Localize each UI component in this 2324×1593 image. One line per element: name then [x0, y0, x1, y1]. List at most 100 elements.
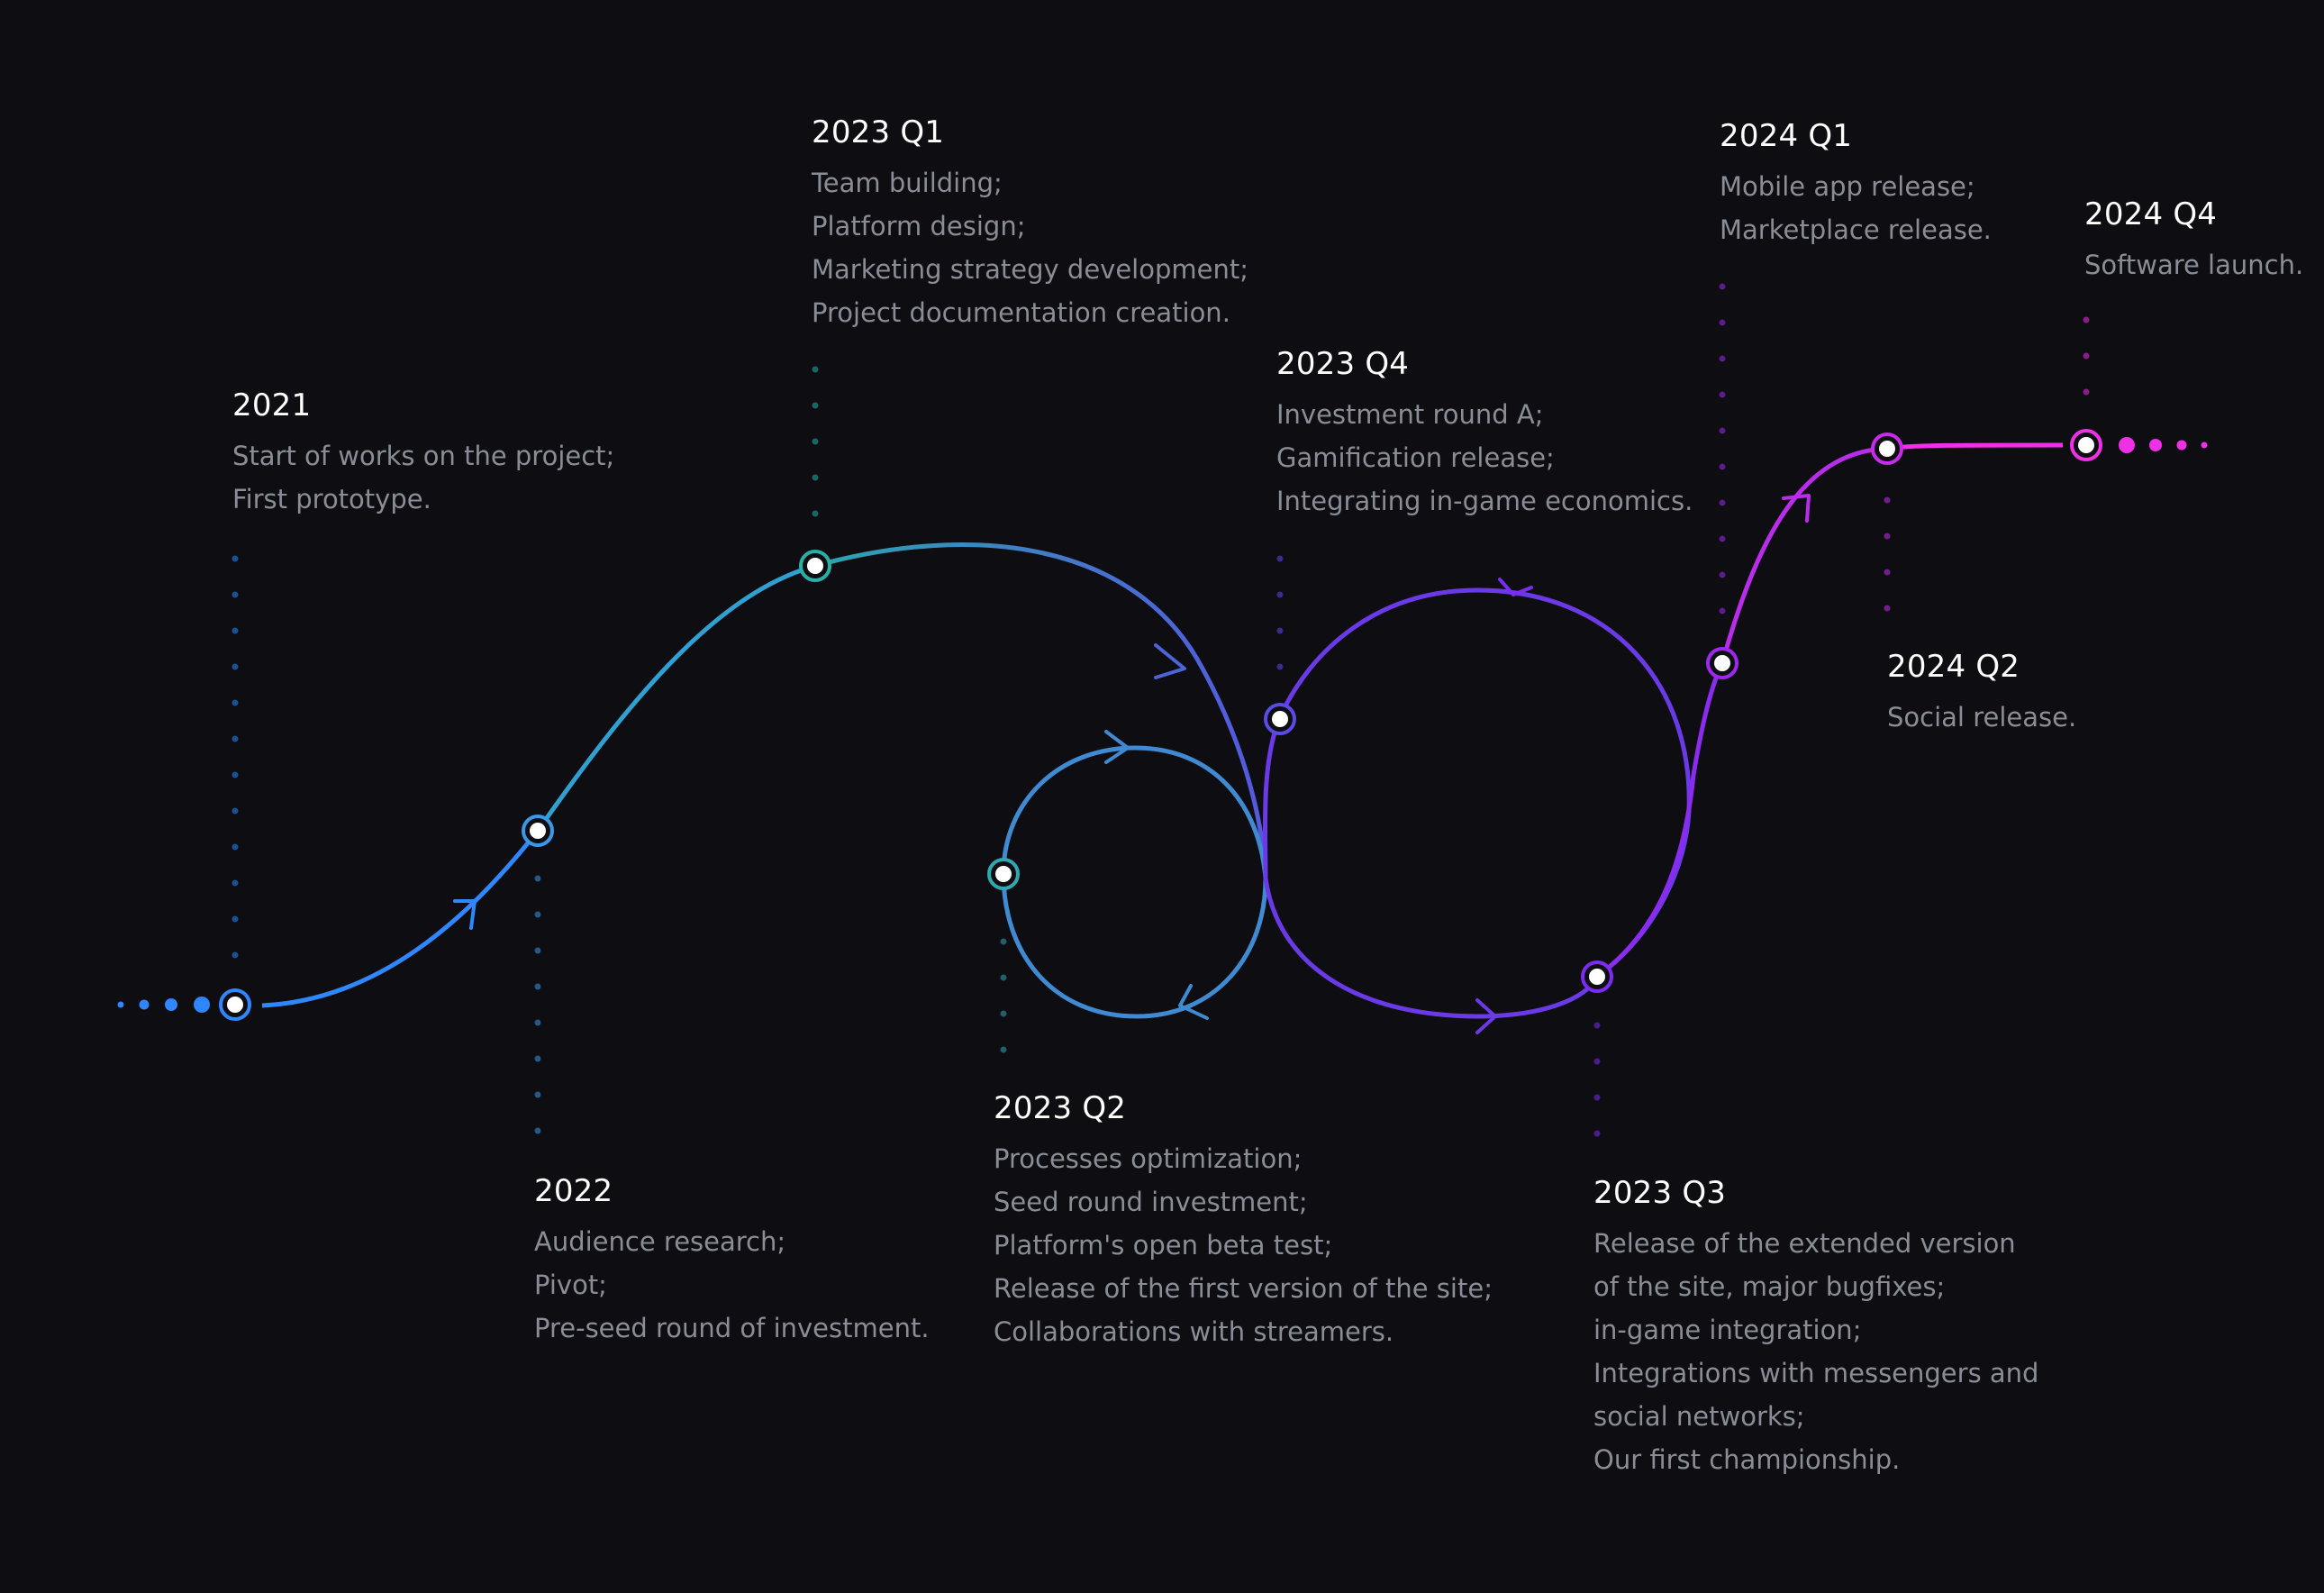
milestone-item: Platform design;: [812, 211, 1026, 241]
connector-dot: [231, 807, 239, 815]
leading-dots: [117, 997, 210, 1013]
milestone-item: Social release.: [1887, 702, 2077, 733]
connector-dot: [1593, 1058, 1601, 1065]
timeline-segment-2022-q1: [535, 563, 816, 833]
connector-dot: [231, 699, 239, 706]
connector-dot: [534, 1091, 541, 1098]
arrow-chevron-6: [1475, 998, 1497, 1034]
milestone-item: Processes optimization;: [994, 1143, 1303, 1174]
timeline-large-loop: [1262, 587, 1692, 1019]
connector-dot: [1000, 1046, 1007, 1053]
timeline-segment-q3-q1: [1595, 661, 1725, 979]
milestone-item: Team building;: [812, 168, 1003, 198]
milestone-title: 2023 Q1: [812, 114, 945, 150]
milestone-item: Gamification release;: [1276, 442, 1555, 473]
milestone-items: Investment round A; Gamification release…: [1276, 393, 1693, 523]
milestone-item: Integrating in-game economics.: [1276, 486, 1693, 516]
milestone-2023-q1: 2023 Q1 Team building; Platform design; …: [812, 114, 1248, 334]
milestone-node: [987, 858, 1020, 890]
connector-dot: [812, 438, 819, 445]
milestone-item: Investment round A;: [1276, 399, 1544, 430]
milestone-item: Pivot;: [534, 1270, 607, 1300]
arrow-chevron-7: [1782, 494, 1811, 523]
milestone-item: Marketing strategy development;: [812, 254, 1248, 285]
connector-dot: [1000, 938, 1007, 945]
milestone-node: [219, 988, 251, 1021]
timeline-small-loop: [1001, 745, 1268, 1019]
milestone-title: 2023 Q4: [1276, 346, 1410, 382]
connector-dot: [1276, 591, 1284, 598]
connector-dot: [534, 1127, 541, 1134]
milestone-node: [1871, 432, 1903, 465]
node-core: [995, 866, 1012, 882]
milestone-title: 2023 Q2: [994, 1090, 1127, 1126]
milestone-items: Audience research; Pivot; Pre-seed round…: [534, 1220, 930, 1350]
milestone-node: [522, 815, 554, 847]
connector-dot: [1719, 499, 1726, 506]
milestone-item: Audience research;: [534, 1226, 786, 1257]
connector-dot: [231, 555, 239, 562]
direction-arrows: [453, 494, 1811, 1034]
connector-dot: [1719, 283, 1726, 290]
milestone-items: Team building; Platform design; Marketin…: [812, 161, 1248, 334]
arrow-chevron-1: [453, 899, 477, 930]
connector-dot: [534, 1055, 541, 1062]
milestone-2024-q1: 2024 Q1 Mobile app release; Marketplace …: [1720, 118, 1992, 251]
arrow-chevron-2: [1154, 643, 1186, 679]
milestone-item: Integrations with messengers and: [1593, 1358, 2039, 1388]
milestone-item: Pre-seed round of investment.: [534, 1313, 930, 1343]
connector-dot: [812, 402, 819, 409]
connector-dot: [1719, 319, 1726, 326]
milestone-items: Mobile app release; Marketplace release.: [1720, 165, 1992, 251]
milestone-item: Our first championship.: [1593, 1444, 1901, 1475]
connector-dot: [1000, 974, 1007, 981]
connector-dot: [231, 915, 239, 923]
connector-dot: [534, 911, 541, 918]
connector-dot: [2083, 352, 2090, 360]
connector-dot: [812, 474, 819, 481]
connector-dot: [1884, 533, 1891, 540]
milestone-item: in-game integration;: [1593, 1315, 1862, 1345]
connector-dot: [1719, 607, 1726, 614]
connector-dot: [1000, 1010, 1007, 1017]
connector-dot: [1276, 555, 1284, 562]
connector-dot: [812, 510, 819, 517]
milestone-item: Platform's open beta test;: [994, 1230, 1333, 1261]
milestone-2024-q4: 2024 Q4 Software launch.: [2084, 196, 2303, 287]
milestone-item: Project documentation creation.: [812, 297, 1230, 328]
connector-dot: [231, 879, 239, 887]
connector-dot: [1884, 496, 1891, 504]
trailing-dots: [2119, 437, 2208, 453]
milestone-item: Collaborations with streamers.: [994, 1316, 1394, 1347]
milestone-item: First prototype.: [232, 484, 431, 514]
connector-dot: [1719, 355, 1726, 362]
milestone-item: Start of works on the project;: [232, 441, 615, 471]
node-core: [1589, 969, 1605, 985]
milestone-item: Mobile app release;: [1720, 171, 1975, 202]
connector-dot: [1719, 463, 1726, 470]
milestone-title: 2023 Q3: [1593, 1175, 1727, 1211]
connector-dot: [231, 951, 239, 959]
milestone-title: 2024 Q2: [1887, 649, 2020, 685]
connector-dot: [231, 591, 239, 598]
arrow-chevron-4: [1178, 984, 1209, 1020]
timeline-segment-q2-q4: [1886, 442, 2064, 451]
milestone-node: [2070, 429, 2102, 461]
connector-dot: [1719, 535, 1726, 542]
milestone-items: Processes optimization; Seed round inves…: [994, 1137, 1493, 1353]
connector-dot: [231, 627, 239, 634]
milestone-item: Software launch.: [2084, 250, 2304, 280]
milestone-title: 2021: [232, 387, 312, 423]
milestone-node: [1706, 647, 1738, 679]
connector-dot: [1276, 663, 1284, 670]
milestone-title: 2024 Q4: [2084, 196, 2218, 232]
arrow-chevron-3: [1104, 730, 1130, 764]
milestone-items: Start of works on the project; First pro…: [232, 434, 614, 521]
milestone-title: 2022: [534, 1173, 613, 1209]
milestone-title: 2024 Q1: [1720, 118, 1853, 154]
timeline-segment-q1-cross: [814, 542, 1268, 879]
timeline-segment-2021-2022: [261, 829, 540, 1008]
connector-dot: [1884, 605, 1891, 612]
milestone-items: Software launch.: [2084, 243, 2303, 287]
